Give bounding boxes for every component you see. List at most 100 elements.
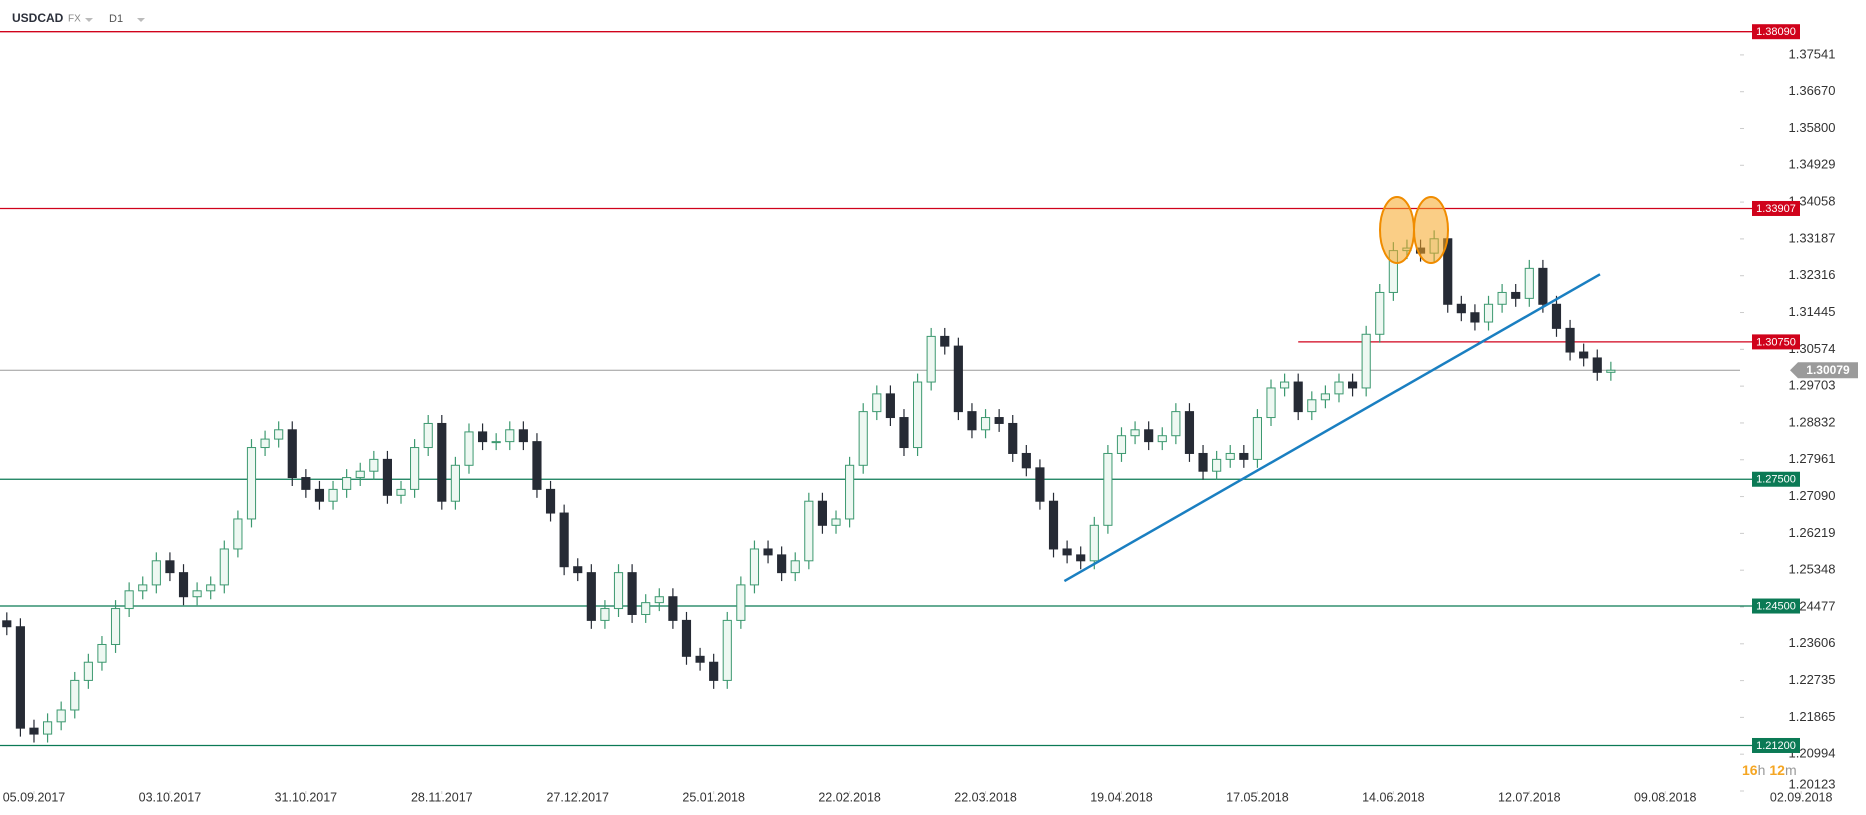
- candle-body: [777, 554, 787, 574]
- candle-body: [831, 518, 841, 526]
- countdown-unit: h: [1758, 762, 1766, 778]
- x-tick-label: 25.01.2018: [682, 790, 745, 804]
- candle-body: [953, 345, 963, 413]
- y-tick-label: 1.24477: [1789, 598, 1836, 613]
- candle-body: [1320, 393, 1330, 401]
- candle-body: [518, 429, 528, 443]
- candle-body: [29, 727, 39, 735]
- candle-body: [287, 429, 297, 479]
- level-label: 1.24500: [1756, 600, 1796, 612]
- candle-body: [668, 596, 678, 621]
- candle-body: [124, 590, 134, 610]
- candle-body: [437, 422, 447, 502]
- x-tick-label: 31.10.2017: [275, 790, 338, 804]
- level-tag: [1752, 737, 1800, 753]
- y-tick-label: 1.29703: [1789, 378, 1836, 393]
- candle-body: [450, 464, 460, 502]
- x-tick-label: 02.09.2018: [1770, 790, 1833, 804]
- plot-area: 1.37541 1.36670 1.35800 1.34929 1.34058 1.331…: [0, 24, 1858, 804]
- x-tick-label: 22.03.2018: [954, 790, 1017, 804]
- candle-body: [722, 619, 732, 681]
- y-tick-label: 1.35800: [1789, 120, 1836, 135]
- candle-body: [872, 393, 882, 413]
- x-tick-label: 14.06.2018: [1362, 790, 1425, 804]
- level-label: 1.30750: [1756, 336, 1796, 348]
- level-label: 1.33907: [1756, 203, 1796, 215]
- candle-body: [980, 417, 991, 431]
- candle-body: [1375, 291, 1385, 335]
- candle-body: [586, 572, 596, 621]
- countdown-unit: m: [1785, 762, 1797, 778]
- candle-body: [1252, 417, 1262, 460]
- level-tag: [1752, 24, 1800, 40]
- candle-body: [1076, 554, 1086, 562]
- candle-body: [1334, 381, 1344, 395]
- candle-body: [15, 626, 25, 729]
- candle-body: [1130, 429, 1140, 437]
- candle-body: [1551, 303, 1562, 329]
- candle-body: [233, 518, 243, 550]
- candle-body: [178, 572, 189, 598]
- x-tick-label: 27.12.2017: [546, 790, 609, 804]
- candle-body: [899, 417, 909, 449]
- candle-body: [206, 584, 216, 592]
- candle-body: [654, 596, 664, 604]
- candle-body: [301, 477, 311, 490]
- candle-body: [1497, 291, 1507, 305]
- dropdown-arrow[interactable]: [137, 18, 145, 22]
- candle-body: [1212, 458, 1222, 472]
- candle-body: [817, 500, 827, 526]
- level-label: 1.21200: [1756, 740, 1796, 752]
- y-tick-label: 1.30574: [1789, 341, 1836, 356]
- y-tick-label: 1.28832: [1789, 414, 1836, 429]
- candle-body: [559, 512, 569, 568]
- candle-body: [342, 477, 352, 490]
- candle-body: [1089, 524, 1099, 562]
- y-tick-label: 1.23606: [1789, 635, 1836, 650]
- candle-body: [56, 709, 66, 723]
- candle-body: [600, 608, 610, 621]
- x-tick-label: 22.02.2018: [818, 790, 881, 804]
- candle-body: [1157, 435, 1167, 443]
- header: USDCAD FX D1: [12, 11, 145, 25]
- countdown: 16h 12m: [1742, 762, 1797, 778]
- y-tick-label: 1.33187: [1789, 230, 1836, 245]
- last-price-label: 1.30079: [1806, 363, 1850, 377]
- candle-body: [43, 721, 53, 735]
- candle-body: [151, 560, 161, 586]
- y-tick-label: 1.22735: [1789, 672, 1836, 687]
- market[interactable]: FX: [68, 14, 81, 25]
- candle-body: [1144, 429, 1154, 443]
- candle-body: [532, 441, 542, 490]
- candle-body: [1361, 333, 1371, 389]
- candle-body: [1021, 452, 1031, 469]
- candle-body: [396, 488, 406, 496]
- level-tag: [1752, 598, 1800, 614]
- candle-body: [749, 548, 760, 586]
- x-tick-label: 19.04.2018: [1090, 790, 1153, 804]
- candle-body: [70, 679, 80, 711]
- candle-body: [913, 381, 923, 449]
- candle-body: [1048, 500, 1059, 550]
- countdown-hours: 16: [1742, 762, 1758, 778]
- dropdown-arrow[interactable]: [85, 18, 93, 22]
- symbol[interactable]: USDCAD: [12, 11, 64, 25]
- candle-body: [410, 447, 420, 490]
- candle-body: [627, 572, 637, 615]
- candle-body: [926, 335, 936, 383]
- y-tick-label: 1.20123: [1789, 776, 1836, 791]
- candle-body: [1307, 399, 1317, 413]
- candle-body: [423, 422, 433, 449]
- x-tick-label: 12.07.2018: [1498, 790, 1561, 804]
- interval[interactable]: D1: [109, 13, 123, 25]
- candle-body: [110, 608, 121, 645]
- y-tick-label: 1.20994: [1789, 746, 1836, 761]
- candle-body: [1483, 303, 1494, 323]
- candle-body: [1538, 267, 1548, 305]
- candle-body: [1035, 467, 1045, 502]
- candle-body: [1524, 267, 1534, 299]
- candle-body: [1470, 312, 1480, 323]
- level-tag: [1752, 334, 1800, 350]
- candle-body: [858, 411, 868, 466]
- y-tick-label: 1.31445: [1789, 304, 1836, 319]
